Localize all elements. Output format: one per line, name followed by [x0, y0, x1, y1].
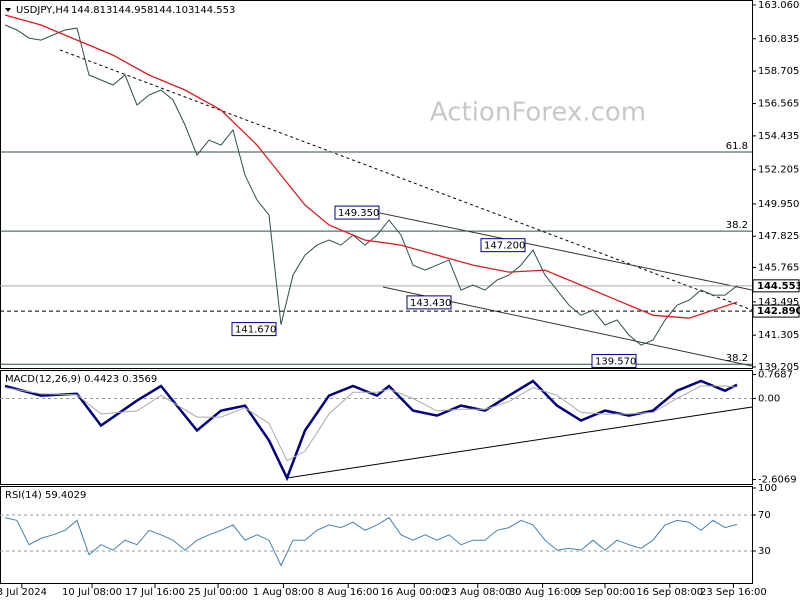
indicator-title: RSI(14) 59.4029 [5, 490, 86, 501]
x-tick-label: 8 Aug 16:00 [318, 587, 379, 598]
x-tick-label: 23 Sep 16:00 [700, 587, 767, 598]
y-tick-label: 163.060 [758, 0, 799, 11]
y-tick-label: 160.835 [758, 34, 799, 45]
y-tick-label: 139.205 [758, 362, 799, 373]
price-panel [0, 0, 753, 369]
series-line [4, 385, 738, 462]
ohlc-open: 144.813 [71, 5, 112, 16]
x-tick-label: 3 Jul 2024 [0, 587, 47, 598]
y-tick-label: 154.435 [758, 131, 799, 142]
series-line [4, 24, 738, 346]
price-label-box [752, 279, 800, 293]
x-tick-label: 23 Aug 08:00 [444, 587, 511, 598]
macd-trend [286, 406, 753, 479]
y-tick-label: 158.705 [758, 66, 799, 77]
x-tick-label: 25 Jul 00:00 [188, 587, 248, 598]
channel-top [379, 212, 753, 291]
annotation-box [591, 353, 637, 368]
price-label-box [752, 304, 800, 318]
y-tick-label: 149.950 [758, 199, 799, 210]
y-tick-label: 145.765 [758, 262, 799, 273]
y-tick-label: -2.6069 [758, 475, 797, 486]
y-tick-label: 141.305 [758, 330, 799, 341]
fib-label: 38.2 [726, 353, 748, 364]
price-label: 144.553 [757, 281, 800, 292]
watermark: ActionForex.com [430, 98, 646, 128]
rsi-panel [0, 486, 753, 584]
ohlc-close: 144.553 [194, 5, 235, 16]
fib-label: 38.2 [726, 220, 748, 231]
y-tick-label: 143.495 [758, 297, 799, 308]
x-tick-label: 1 Aug 08:00 [253, 587, 314, 598]
annotation-label: 141.670 [235, 325, 276, 336]
y-tick-label: 156.565 [758, 99, 799, 110]
y-tick-label: 30 [758, 546, 771, 557]
annotation-label: 149.350 [338, 208, 379, 219]
x-tick-label: 9 Sep 00:00 [575, 587, 635, 598]
y-tick-label: 70 [758, 510, 771, 521]
y-tick-label: 100 [758, 483, 777, 494]
ohlc-high: 144.958 [112, 5, 153, 16]
y-tick-label: 0.7687 [758, 370, 793, 381]
indicator-title: MACD(12,26,9) 0.4423 0.3569 [5, 374, 157, 385]
series-line [4, 379, 738, 482]
symbol: USDJPY,H4 [16, 5, 69, 16]
y-tick-label: 147.825 [758, 231, 799, 242]
x-tick-label: 17 Jul 16:00 [125, 587, 185, 598]
y-tick-label: 152.205 [758, 165, 799, 176]
annotation-box [334, 205, 380, 220]
x-tick-label: 30 Aug 16:00 [509, 587, 576, 598]
ohlc-low: 144.103 [153, 5, 194, 16]
price-label: 142.890 [757, 306, 800, 317]
annotation-box [231, 322, 277, 337]
symbol-arrow [5, 8, 11, 12]
annotation-box [406, 295, 452, 310]
series-line [4, 14, 738, 319]
macd-panel [0, 370, 753, 485]
x-tick-label: 10 Jul 08:00 [62, 587, 122, 598]
x-tick-label: 16 Aug 00:00 [380, 587, 447, 598]
series-line [4, 517, 738, 567]
fib-label: 61.8 [726, 141, 748, 152]
annotation-label: 139.570 [595, 356, 636, 367]
annotation-label: 143.430 [410, 298, 451, 309]
annotation-label: 147.200 [484, 241, 525, 252]
x-tick-label: 16 Sep 08:00 [636, 587, 703, 598]
annotation-box [480, 238, 526, 253]
y-tick-label: 0.00 [758, 393, 780, 404]
